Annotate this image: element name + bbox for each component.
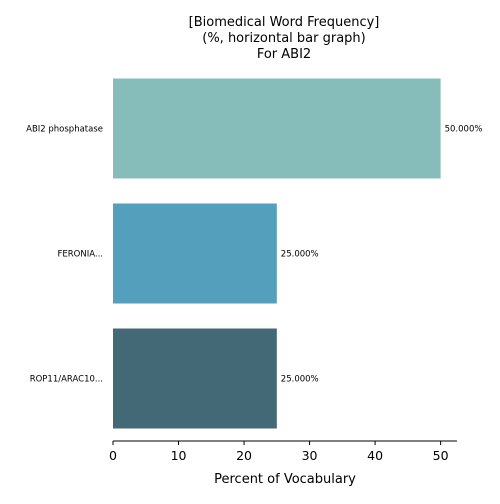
bar xyxy=(113,203,277,304)
x-axis-label: Percent of Vocabulary xyxy=(214,472,356,487)
x-tick-label: 40 xyxy=(367,448,383,463)
bar xyxy=(113,78,441,179)
bar-value-label: 25.000% xyxy=(281,250,319,260)
x-tick-label: 20 xyxy=(236,448,252,463)
x-axis: 0 10 20 30 40 50 xyxy=(109,440,457,463)
chart-title-line-1: [Biomedical Word Frequency] xyxy=(189,15,380,30)
category-label: ROP11/ARAC10... xyxy=(30,375,103,385)
bar xyxy=(113,328,277,429)
chart-title-line-3: For ABI2 xyxy=(257,47,311,62)
category-label: ABI2 phosphatase xyxy=(26,125,103,135)
x-tick-label: 10 xyxy=(171,448,187,463)
x-tick-label: 0 xyxy=(109,448,117,463)
category-label: FERONIA... xyxy=(58,250,104,260)
chart-title-line-2: (%, horizontal bar graph) xyxy=(202,31,365,46)
x-tick-label: 30 xyxy=(302,448,318,463)
bar-value-label: 50.000% xyxy=(445,125,483,135)
bar-value-label: 25.000% xyxy=(281,375,319,385)
x-tick-label: 50 xyxy=(433,448,449,463)
chart-title: [Biomedical Word Frequency] (%, horizont… xyxy=(189,15,380,62)
bars: 50.000% ABI2 phosphatase 25.000% FERONIA...… xyxy=(26,78,483,429)
